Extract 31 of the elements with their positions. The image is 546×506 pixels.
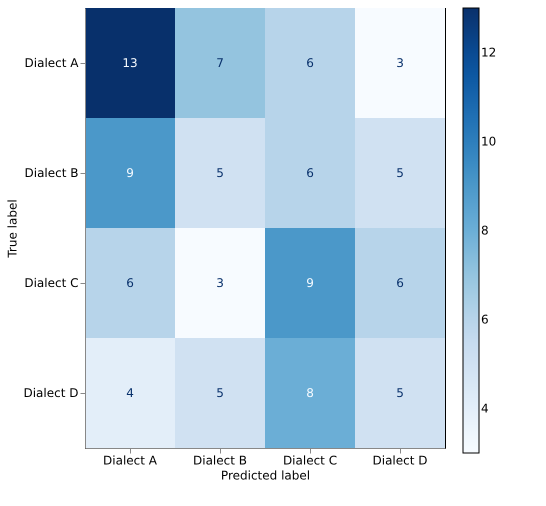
y-tick-label: Dialect D [23, 386, 78, 400]
data-label: 6 [126, 276, 134, 290]
color-bar-label: 8 [481, 224, 489, 238]
x-tick-label: Dialect A [103, 454, 158, 468]
color-bar-label: 4 [481, 402, 489, 416]
color-bar-label: 12 [481, 46, 496, 60]
data-label: 13 [122, 56, 138, 70]
x-tick-label: Dialect D [372, 454, 428, 468]
data-label: 5 [216, 386, 224, 400]
data-label: 5 [396, 386, 404, 400]
data-label: 6 [306, 166, 314, 180]
data-label: 9 [126, 166, 134, 180]
data-label: 6 [396, 276, 404, 290]
x-axis-title: Predicted label [220, 468, 310, 482]
data-label: 8 [306, 386, 314, 400]
color-bar-label: 6 [481, 312, 489, 326]
data-label: 5 [216, 166, 224, 180]
x-tick-label: Dialect B [193, 454, 247, 468]
data-label: 7 [216, 56, 224, 70]
x-tick-label: Dialect C [282, 454, 338, 468]
y-axis-title: True label [6, 199, 20, 259]
data-label: 9 [306, 276, 314, 290]
color-bar-label: 10 [481, 134, 496, 148]
data-label: 6 [306, 56, 314, 70]
data-label: 3 [216, 276, 224, 290]
y-tick-label: Dialect A [24, 56, 80, 70]
y-tick-label: Dialect C [24, 276, 78, 290]
data-label: 5 [396, 166, 404, 180]
data-label: 3 [396, 56, 404, 70]
data-label: 4 [126, 386, 134, 400]
y-tick-label: Dialect B [24, 166, 78, 180]
